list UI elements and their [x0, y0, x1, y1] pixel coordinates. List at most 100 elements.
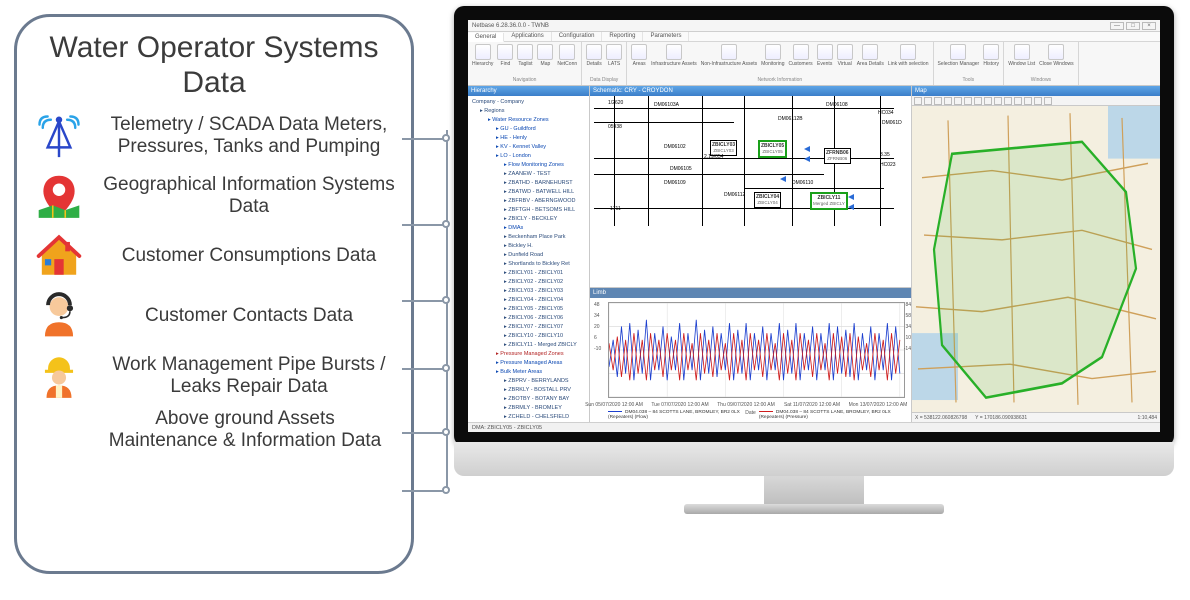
ribbon-icon	[765, 44, 781, 60]
map-tool-8[interactable]	[994, 97, 1002, 105]
info-item-label: Telemetry / SCADA Data Meters, Pressures…	[101, 114, 397, 159]
tree-node[interactable]: ▸ Shortlands to Bickley Ret	[472, 260, 587, 269]
ribbon-taglist[interactable]: Taglist	[517, 44, 533, 67]
schematic-panel[interactable]: Schematic: CRY - CROYDON ZBICLY03ZBICLY0…	[590, 86, 911, 288]
ribbon-virtual[interactable]: Virtual	[837, 44, 853, 67]
tree-node[interactable]: ▸ Pressure Managed Areas	[472, 359, 587, 368]
tree-node[interactable]: ▸ ZBATHD - BARNEHURST	[472, 179, 587, 188]
tree-node[interactable]: ▸ ZBICLY11 - Merged ZBICLY	[472, 341, 587, 350]
map-tool-4[interactable]	[954, 97, 962, 105]
tree-node[interactable]: ▸ ZBOTBY - BOTANY BAY	[472, 395, 587, 404]
info-item-label: Customer Consumptions Data	[101, 245, 397, 267]
tree-node[interactable]: ▸ ZBICLY03 - ZBICLY03	[472, 287, 587, 296]
operator-icon	[31, 288, 87, 344]
ribbon-infrastructure-assets[interactable]: Infrastructure Assets	[651, 44, 697, 67]
tree-node[interactable]: ▸ ZBICLY04 - ZBICLY04	[472, 296, 587, 305]
tree-node[interactable]: ▸ HE - Henly	[472, 134, 587, 143]
tree-node[interactable]: ▸ Flow Monitoring Zones	[472, 161, 587, 170]
map-tool-0[interactable]	[914, 97, 922, 105]
ribbon-icon	[537, 44, 553, 60]
tab-reporting[interactable]: Reporting	[602, 32, 643, 41]
chart-panel[interactable]: Limb DM04.038 – 84 SCOTTS LANE, BROMLEY,…	[590, 288, 911, 422]
ribbon-areas[interactable]: Areas	[631, 44, 647, 67]
map-panel[interactable]: Map X = 538122.060826798 Y = 170186.0909…	[912, 86, 1160, 422]
tree-node[interactable]: ▸ ZBRKLY - BOSTALL PRV	[472, 386, 587, 395]
ribbon-monitoring[interactable]: Monitoring	[761, 44, 784, 67]
tree-node[interactable]: ▸ ZBICLY02 - ZBICLY02	[472, 278, 587, 287]
tree-node[interactable]: ▸ ZBICLY05 - ZBICLY05	[472, 305, 587, 314]
map-tool-11[interactable]	[1024, 97, 1032, 105]
ribbon-icon	[1048, 44, 1064, 60]
hierarchy-panel: Hierarchy Company - Company▸ Regions▸ Wa…	[468, 86, 590, 422]
ribbon-details[interactable]: Details	[586, 44, 602, 67]
house-icon	[31, 228, 87, 284]
tree-node[interactable]: ▸ GU - Guildford	[472, 125, 587, 134]
tree-node[interactable]: ▸ ZCHELD - CHELSFIELD	[472, 413, 587, 422]
tab-applications[interactable]: Applications	[504, 32, 551, 41]
tab-configuration[interactable]: Configuration	[552, 32, 603, 41]
map-tool-9[interactable]	[1004, 97, 1012, 105]
tree-node[interactable]: ▸ Pressure Managed Zones	[472, 350, 587, 359]
ribbon-non-infrastructure-assets[interactable]: Non-Infrastructure Assets	[701, 44, 757, 67]
tree-node[interactable]: ▸ Water Resource Zones	[472, 116, 587, 125]
tree-node[interactable]: ▸ ZBICLY - BECKLEY	[472, 215, 587, 224]
tree-node[interactable]: ▸ ZBICLY10 - ZBICLY10	[472, 332, 587, 341]
ribbon-events[interactable]: Events	[817, 44, 833, 67]
ribbon-window-list[interactable]: Window List	[1008, 44, 1035, 67]
ribbon-hierarchy[interactable]: Hierarchy	[472, 44, 493, 67]
ribbon-icon	[721, 44, 737, 60]
tree-node[interactable]: ▸ ZBFTGH - BETSOMS HILL	[472, 206, 587, 215]
close-button[interactable]: ×	[1142, 22, 1156, 30]
minimize-button[interactable]: —	[1110, 22, 1124, 30]
map-tool-12[interactable]	[1034, 97, 1042, 105]
ribbon-icon	[497, 44, 513, 60]
tree-node[interactable]: ▸ ZBATWD - BATWELL HILL	[472, 188, 587, 197]
chart-x-label: Sat 11/07/2020 12:00 AM	[782, 402, 842, 408]
ribbon-close-windows[interactable]: Close Windows	[1039, 44, 1073, 67]
tree-node[interactable]: ▸ Bickley H.	[472, 242, 587, 251]
tree-node[interactable]: ▸ ZBPRV - BERRYLANDS	[472, 377, 587, 386]
map-tool-13[interactable]	[1044, 97, 1052, 105]
tree-node[interactable]: ▸ KV - Kennet Valley	[472, 143, 587, 152]
tree-node[interactable]: ▸ ZBFRBV - ABERNGWOOD	[472, 197, 587, 206]
ribbon: HierarchyFindTaglistMapNetConnNavigation…	[468, 42, 1160, 86]
map-tool-3[interactable]	[944, 97, 952, 105]
tree-node[interactable]: ▸ ZBRMLY - BROMLEY	[472, 404, 587, 413]
tree-node[interactable]: ▸ ZAANEW - TEST	[472, 170, 587, 179]
tree-node[interactable]: ▸ ZBICLY01 - ZBICLY01	[472, 269, 587, 278]
maximize-button[interactable]: □	[1126, 22, 1140, 30]
ribbon-area-details[interactable]: Area Details	[857, 44, 884, 67]
schematic-tag: 1/2620	[608, 100, 623, 106]
map-tool-10[interactable]	[1014, 97, 1022, 105]
map-tool-7[interactable]	[984, 97, 992, 105]
schematic-node[interactable]: ZBICLY05ZBICLY05	[758, 140, 787, 158]
ribbon-link-with-selection[interactable]: Link with selection	[888, 44, 929, 67]
tree-node[interactable]: ▸ LO - London	[472, 152, 587, 161]
tree-node[interactable]: ▸ ZBICLY07 - ZBICLY07	[472, 323, 587, 332]
tab-parameters[interactable]: Parameters	[643, 32, 689, 41]
schematic-node[interactable]: ZFRNB06ZFRNB06	[824, 148, 851, 164]
tab-general[interactable]: General	[468, 33, 504, 42]
tree-node[interactable]: ▸ ZBICLY06 - ZBICLY06	[472, 314, 587, 323]
tree-node[interactable]: Company - Company	[472, 98, 587, 107]
ribbon-netconn[interactable]: NetConn	[557, 44, 577, 67]
schematic-tag: HC023	[880, 162, 896, 168]
schematic-node[interactable]: ZBICLY11Merged ZBICLY	[810, 192, 848, 210]
tree-node[interactable]: ▸ Dunfield Road	[472, 251, 587, 260]
map-tool-6[interactable]	[974, 97, 982, 105]
ribbon-map[interactable]: Map	[537, 44, 553, 67]
ribbon-history[interactable]: History	[983, 44, 999, 67]
map-tool-1[interactable]	[924, 97, 932, 105]
schematic-node[interactable]: ZBICLY04ZBICLY04	[754, 192, 781, 208]
ribbon-find[interactable]: Find	[497, 44, 513, 67]
tree-node[interactable]: ▸ Regions	[472, 107, 587, 116]
map-tool-5[interactable]	[964, 97, 972, 105]
map-tool-2[interactable]	[934, 97, 942, 105]
ribbon-selection-manager[interactable]: Selection Manager	[938, 44, 980, 67]
tree-node[interactable]: ▸ DMAs	[472, 224, 587, 233]
tree-node[interactable]: ▸ Beckenham Place Park	[472, 233, 587, 242]
ribbon-customers[interactable]: Customers	[789, 44, 813, 67]
ribbon-lats[interactable]: LATS	[606, 44, 622, 67]
tree-node[interactable]: ▸ Bulk Meter Areas	[472, 368, 587, 377]
schematic-tag: 2.19/054	[704, 154, 723, 160]
